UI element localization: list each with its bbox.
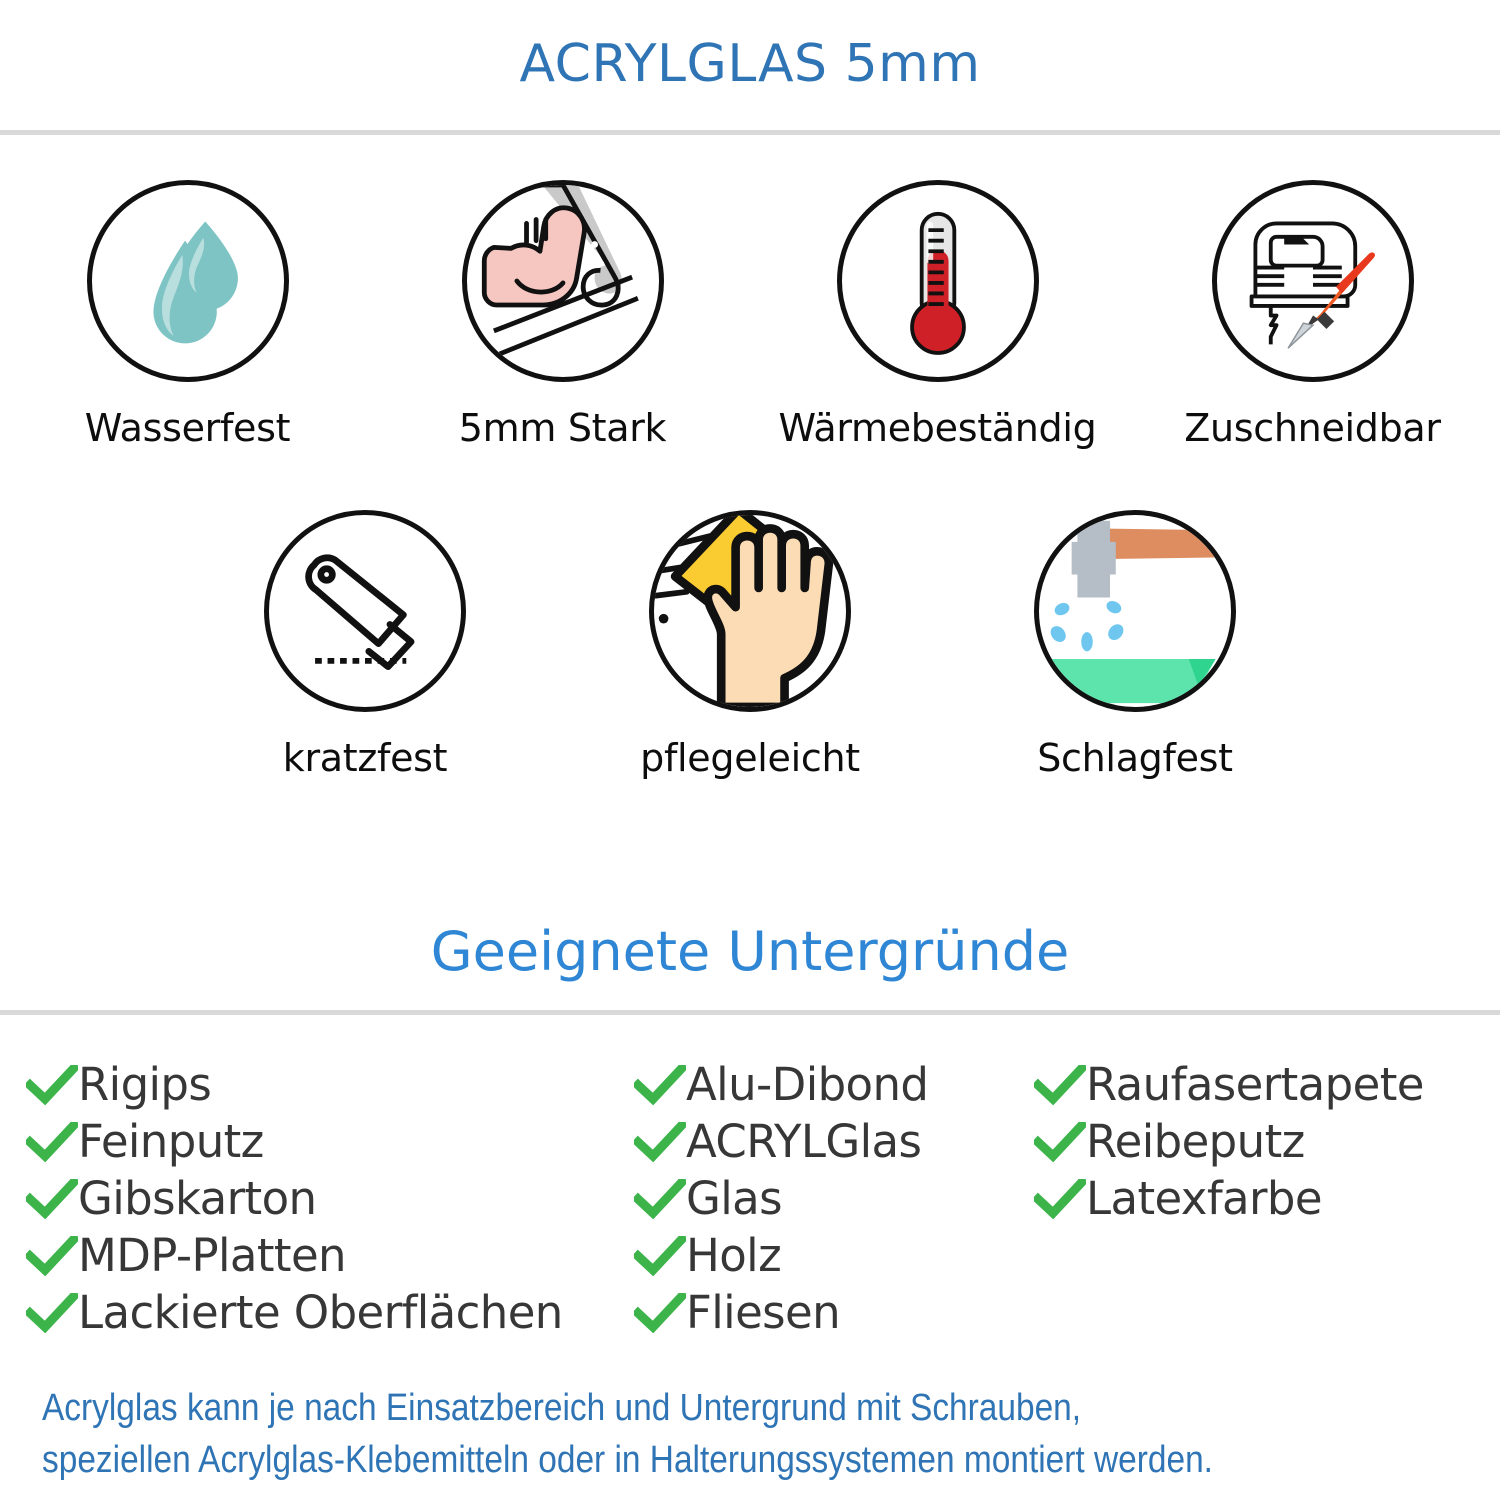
check-icon [634, 1178, 686, 1219]
list-item[interactable]: Reibeputz [1034, 1113, 1474, 1170]
check-icon [1034, 1178, 1086, 1219]
feature-grid: Wasserfest [0, 180, 1500, 780]
check-icon [1034, 1064, 1086, 1105]
divider-top [0, 130, 1500, 135]
list-item[interactable]: Fliesen [634, 1284, 1034, 1341]
feature-label: 5mm Stark [458, 406, 667, 450]
list-item[interactable]: Alu-Dibond [634, 1056, 1034, 1113]
feature-label: Wasserfest [84, 406, 291, 450]
checklist-column-3: Raufasertapete Reibeputz Latexfarbe [1034, 1056, 1474, 1341]
feature-label: Wärmebeständig [778, 406, 1097, 450]
list-item-label: Lackierte Oberflächen [78, 1286, 563, 1339]
list-item[interactable]: Lackierte Oberflächen [26, 1284, 634, 1341]
feature-wasserfest[interactable]: Wasserfest [0, 180, 375, 450]
check-icon [26, 1235, 78, 1276]
list-item-label: Fliesen [686, 1286, 841, 1339]
page-title: ACRYLGLAS 5mm [519, 34, 981, 94]
list-item-label: Alu-Dibond [686, 1058, 929, 1111]
feature-label: kratzfest [282, 736, 448, 780]
list-item-label: Latexfarbe [1086, 1172, 1323, 1225]
list-item-label: ACRYLGlas [686, 1115, 922, 1168]
list-item-label: Raufasertapete [1086, 1058, 1424, 1111]
feature-icon-circle [1034, 510, 1236, 712]
hammer-impact-icon [1039, 520, 1231, 704]
feature-waermebestaendig[interactable]: Wärmebeständig [750, 180, 1125, 450]
check-icon [26, 1178, 78, 1219]
checklist-column-2: Alu-Dibond ACRYLGlas Glas Holz Fliesen [634, 1056, 1034, 1341]
list-item-label: Glas [686, 1172, 783, 1225]
list-item[interactable]: Gibskarton [26, 1170, 634, 1227]
thermometer-icon [909, 211, 966, 355]
list-item-label: Holz [686, 1229, 782, 1282]
feature-icon-circle [461, 180, 664, 382]
check-icon [634, 1064, 686, 1105]
list-item-label: Reibeputz [1086, 1115, 1305, 1168]
feature-kratzfest[interactable]: kratzfest [173, 510, 558, 780]
hand-with-cloth-icon [654, 515, 834, 707]
list-item[interactable]: ACRYLGlas [634, 1113, 1034, 1170]
check-icon [26, 1292, 78, 1333]
feature-zuschneidbar[interactable]: Zuschneidbar [1125, 180, 1500, 450]
list-item[interactable]: Holz [634, 1227, 1034, 1284]
checklist-column-1: Rigips Feinputz Gibskarton MDP-Platten L… [26, 1056, 634, 1341]
list-item[interactable]: Glas [634, 1170, 1034, 1227]
flexed-bicep-icon [481, 185, 639, 357]
list-item[interactable]: Feinputz [26, 1113, 634, 1170]
water-drops-icon [152, 221, 238, 344]
feature-icon-circle [649, 510, 851, 712]
check-icon [634, 1121, 686, 1162]
check-icon [26, 1121, 78, 1162]
list-item[interactable]: Latexfarbe [1034, 1170, 1474, 1227]
substrate-checklist: Rigips Feinputz Gibskarton MDP-Platten L… [0, 1056, 1500, 1341]
feature-schlagfest[interactable]: Schlagfest [943, 510, 1328, 780]
check-icon [26, 1064, 78, 1105]
section-title-untergruende: Geeignete Untergründe [430, 920, 1070, 983]
list-item[interactable]: Rigips [26, 1056, 634, 1113]
feature-5mm-stark[interactable]: 5mm Stark [375, 180, 750, 450]
list-item[interactable]: Raufasertapete [1034, 1056, 1474, 1113]
check-icon [634, 1292, 686, 1333]
feature-label: Zuschneidbar [1184, 406, 1441, 450]
feature-pflegeleicht[interactable]: pflegeleicht [558, 510, 943, 780]
feature-label: pflegeleicht [640, 736, 860, 780]
footer-note-line-1: Acrylglas kann je nach Einsatzbereich un… [42, 1387, 1082, 1429]
footer-note: Acrylglas kann je nach Einsatzbereich un… [42, 1382, 1300, 1486]
feature-icon-circle [836, 180, 1039, 382]
footer-note-line-2: speziellen Acrylglas-Klebemitteln oder i… [42, 1439, 1213, 1481]
list-item-label: MDP-Platten [78, 1229, 347, 1282]
feature-icon-circle [86, 180, 289, 382]
check-icon [1034, 1121, 1086, 1162]
divider-middle [0, 1010, 1500, 1015]
cutter-knife-icon [305, 554, 415, 671]
list-item-label: Rigips [78, 1058, 212, 1111]
list-item-label: Gibskarton [78, 1172, 317, 1225]
check-icon [634, 1235, 686, 1276]
jigsaw-and-knife-icon [1249, 221, 1375, 349]
feature-row-2: kratzfest pflegelei [0, 510, 1500, 780]
feature-row-1: Wasserfest [0, 180, 1500, 450]
list-item-label: Feinputz [78, 1115, 264, 1168]
feature-label: Schlagfest [1037, 736, 1233, 780]
feature-icon-circle [1211, 180, 1414, 382]
list-item[interactable]: MDP-Platten [26, 1227, 634, 1284]
feature-icon-circle [264, 510, 466, 712]
